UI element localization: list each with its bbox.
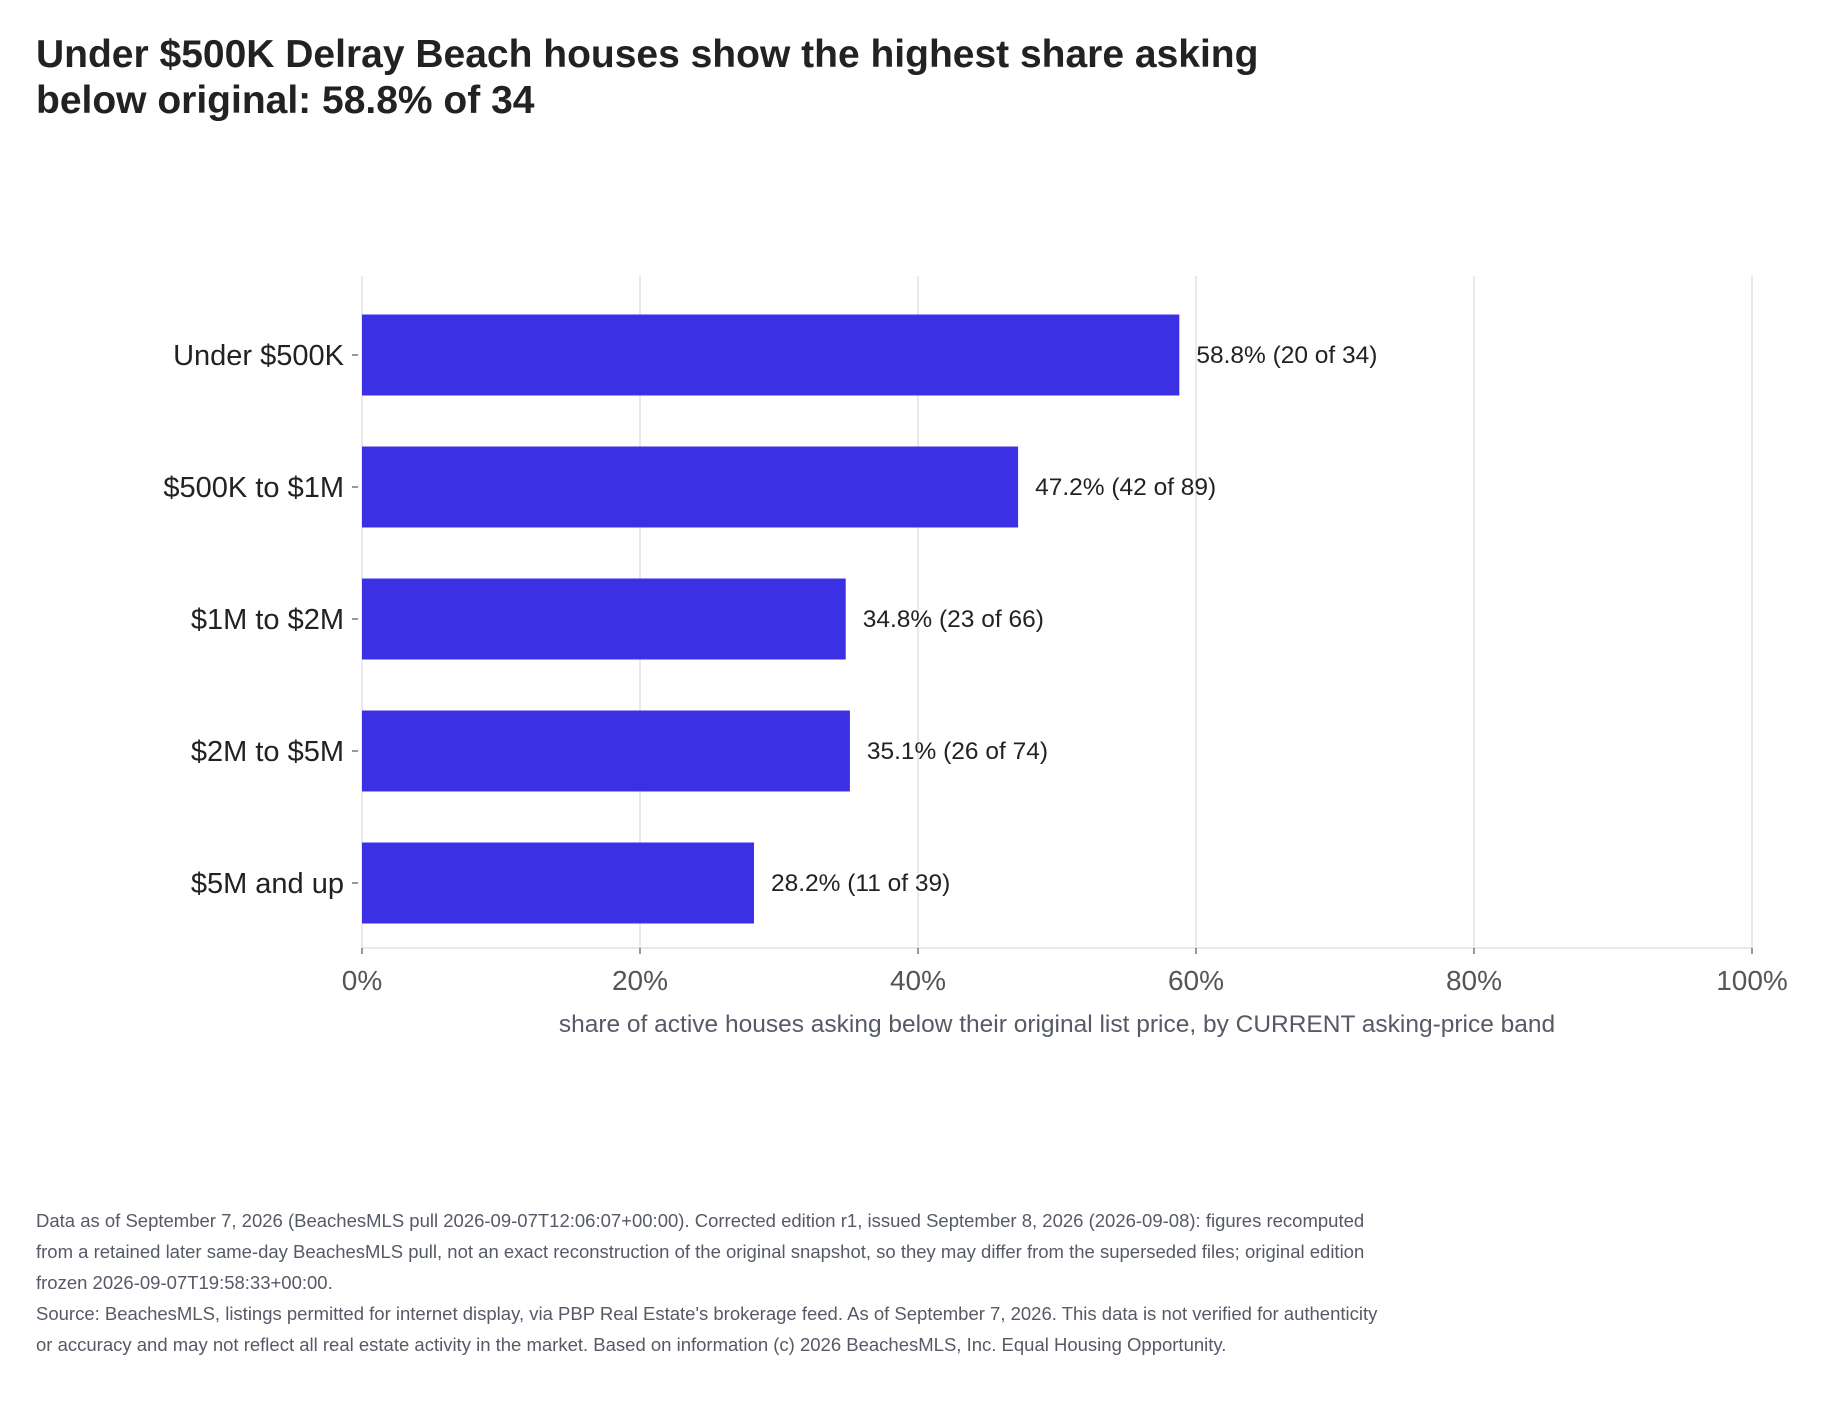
bar xyxy=(362,314,1180,396)
footnote-edition: Data as of September 7, 2026 (BeachesMLS… xyxy=(36,1210,1365,1293)
x-tick-label: 100% xyxy=(1716,965,1788,996)
data-label: 47.2% (42 of 89) xyxy=(1035,474,1216,501)
bar xyxy=(362,446,1019,528)
x-tick-label: 0% xyxy=(342,965,382,996)
data-label: 34.8% (23 of 66) xyxy=(863,606,1044,633)
category-label: $5M and up xyxy=(191,868,344,900)
data-label: 28.2% (11 of 39) xyxy=(771,870,950,897)
bar xyxy=(362,710,850,792)
category-label: $2M to $5M xyxy=(191,736,344,768)
category-label: Under $500K xyxy=(173,340,345,372)
data-label: 58.8% (20 of 34) xyxy=(1196,342,1377,369)
bar xyxy=(362,578,846,660)
data-label: 35.1% (26 of 74) xyxy=(867,738,1048,765)
category-label: $500K to $1M xyxy=(163,472,344,504)
x-tick-label: 60% xyxy=(1168,965,1224,996)
chart-title: Under $500K Delray Beach houses show the… xyxy=(36,33,1259,122)
footnote-source: Source: BeachesMLS, listings permitted f… xyxy=(36,1303,1378,1355)
bar xyxy=(362,842,754,924)
x-axis-label: share of active houses asking below thei… xyxy=(559,1011,1555,1038)
x-tick-label: 80% xyxy=(1446,965,1502,996)
category-label: $1M to $2M xyxy=(191,604,344,636)
x-tick-label: 40% xyxy=(890,965,946,996)
x-tick-label: 20% xyxy=(612,965,668,996)
